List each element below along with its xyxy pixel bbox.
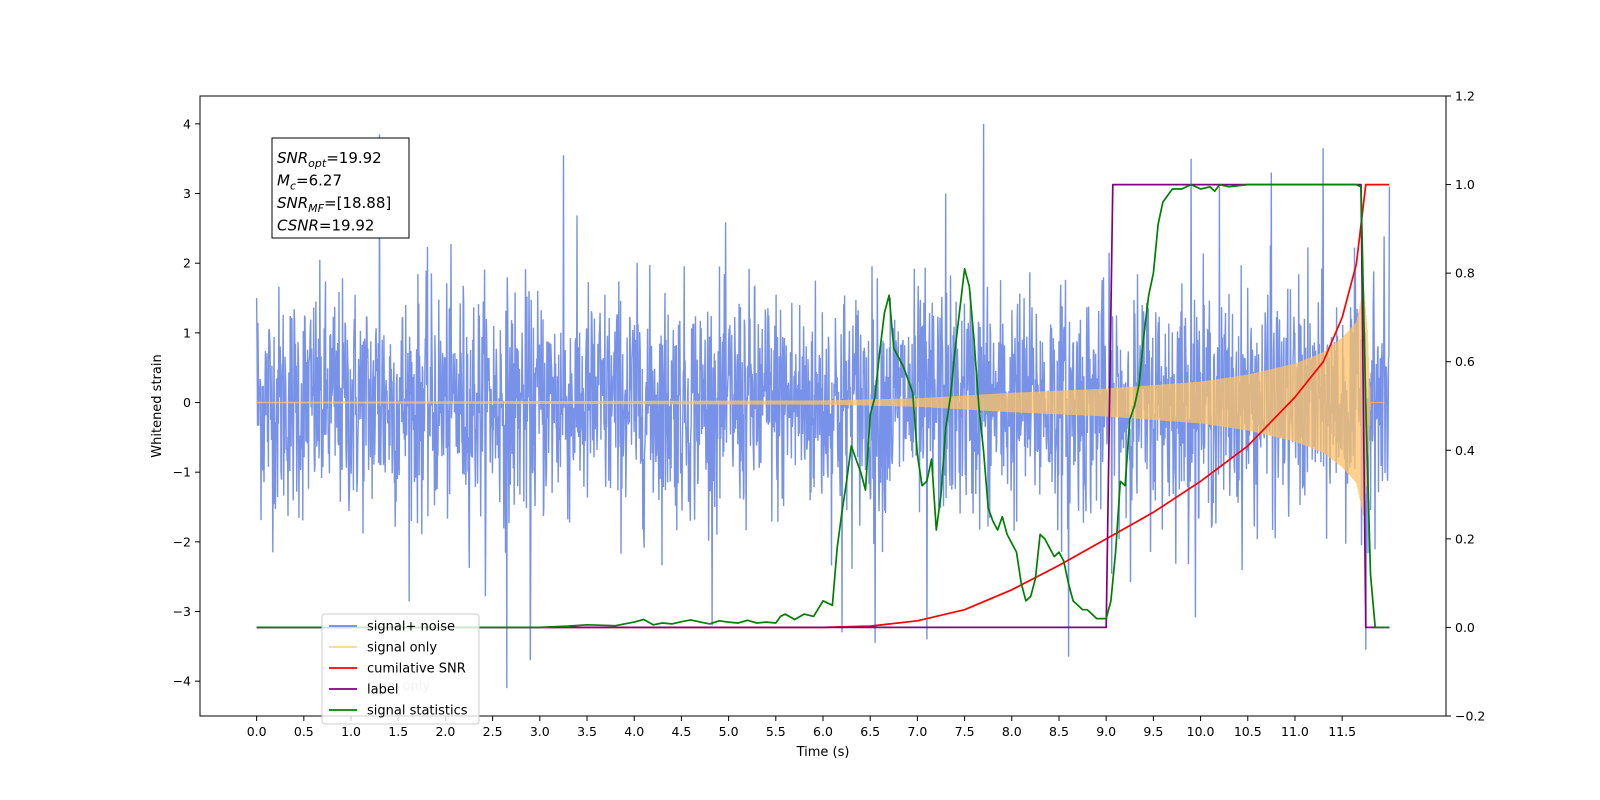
x-tick-label: 6.5 [860, 724, 880, 739]
legend-label: cumilative SNR [367, 662, 466, 677]
x-tick-label: 3.0 [530, 724, 550, 739]
x-tick-label: 3.5 [577, 724, 597, 739]
x-tick-label: 2.5 [483, 724, 503, 739]
annotation-line: SNRopt=19.92 [277, 149, 382, 170]
legend-frame [321, 613, 480, 725]
y-tick-label: −4 [173, 674, 191, 689]
x-tick-label: 0.5 [294, 724, 314, 739]
y2-tick-label: 1.2 [1455, 89, 1475, 104]
x-tick-label: 9.5 [1143, 724, 1163, 739]
label-line [256, 183, 1390, 629]
annotation-line: Mc=6.27 [277, 172, 342, 193]
x-tick-label: 2.0 [435, 724, 455, 739]
x-tick-label: 1.0 [341, 724, 361, 739]
y2-tick-label: 0.4 [1455, 443, 1475, 458]
legend-label: signal statistics [367, 704, 468, 719]
signal-only-line [256, 288, 1385, 517]
x-tick-label: 7.5 [955, 724, 975, 739]
y2-tick-label: 0.2 [1455, 531, 1475, 546]
y-tick-label: −3 [173, 604, 191, 619]
annotation-line: SNRMF=[18.88] [277, 194, 391, 215]
x-tick-label: 8.0 [1002, 724, 1022, 739]
y-tick-label: −2 [173, 534, 191, 549]
y2-tick-label: 1.0 [1455, 177, 1475, 192]
x-tick-label: 4.0 [624, 724, 644, 739]
x-tick-label: 8.5 [1049, 724, 1069, 739]
x-tick-label: 0.0 [247, 724, 267, 739]
y-axis-left: −4 −3 −2 −1 0 1 2 3 4 [173, 116, 200, 689]
y2-tick-label: 0.6 [1455, 354, 1475, 369]
x-tick-label: 7.0 [907, 724, 927, 739]
series-layer [255, 123, 1391, 689]
legend-label: signal only [367, 641, 437, 656]
y-tick-label: 0 [183, 395, 191, 410]
x-tick-label: 6.0 [813, 724, 833, 739]
x-tick-label: 10.5 [1234, 724, 1262, 739]
x-tick-label: 11.0 [1281, 724, 1309, 739]
y-axis-label: Whitened strain [150, 354, 165, 457]
x-tick-label: 11.5 [1328, 724, 1356, 739]
annotation-frame [271, 137, 410, 239]
y2-tick-label: −0.2 [1455, 709, 1485, 724]
cumilative-snr-line [256, 183, 1390, 629]
y2-tick-label: 0.8 [1455, 266, 1475, 281]
x-tick-label: 1.5 [388, 724, 408, 739]
y-tick-label: −1 [173, 465, 191, 480]
y2-tick-label: 0.0 [1455, 620, 1475, 635]
x-axis: 0.0 0.5 1.0 1.5 2.0 2.5 3.0 3.5 4.0 4.5 5.0 5.5 6.0 6… [247, 716, 1356, 739]
y-tick-label: 3 [183, 186, 191, 201]
signal-statistics-line [256, 183, 1390, 629]
plot-area [255, 123, 1391, 689]
y-tick-label: 4 [183, 116, 191, 131]
x-tick-label: 10.0 [1187, 724, 1215, 739]
x-axis-label: Time (s) [796, 745, 850, 760]
legend-label: label [367, 683, 398, 698]
x-tick-label: 9.0 [1096, 724, 1116, 739]
x-tick-label: 4.5 [671, 724, 691, 739]
y-axis-right: −0.2 0.0 0.2 0.4 0.6 0.8 1.0 1.2 [1446, 89, 1485, 724]
y-tick-label: 1 [183, 325, 191, 340]
y-tick-label: 2 [183, 256, 191, 271]
legend-label: signal+ noise [367, 620, 455, 635]
x-tick-label: 5.5 [766, 724, 786, 739]
x-tick-label: 5.0 [719, 724, 739, 739]
annotation-line: CSNR=19.92 [277, 217, 374, 235]
